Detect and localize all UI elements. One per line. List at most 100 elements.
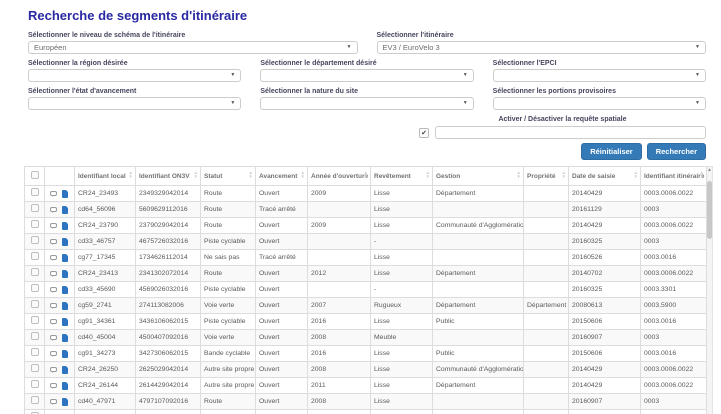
row-checkbox[interactable] bbox=[30, 332, 39, 340]
table-cell: 4675726032016 bbox=[135, 233, 201, 250]
table-cell: cd33_45690 bbox=[74, 281, 136, 298]
row-checkbox[interactable] bbox=[30, 236, 39, 244]
column-header[interactable]: Date de saisie ▲ ▼ bbox=[568, 166, 641, 186]
spatial-query-checkbox[interactable]: ✔ bbox=[419, 127, 429, 138]
file-icon[interactable] bbox=[62, 381, 68, 390]
comment-icon[interactable] bbox=[50, 335, 57, 341]
filter-nature-site-select[interactable]: ▼ bbox=[260, 97, 474, 110]
form-actions: Réinitialiser Rechercher bbox=[24, 143, 706, 160]
table-cell: Travaux en cours bbox=[255, 409, 308, 414]
filter-row-2: Sélectionner la région désirée ▼ Sélecti… bbox=[28, 60, 706, 82]
row-checkbox[interactable] bbox=[30, 284, 39, 292]
table-cell: Piste cyclable bbox=[200, 281, 256, 298]
row-checkbox[interactable] bbox=[30, 396, 39, 404]
row-checkbox[interactable] bbox=[30, 364, 39, 372]
table-cell: cg91_34361 bbox=[74, 313, 136, 330]
filter-region-select[interactable]: ▼ bbox=[28, 69, 242, 82]
sort-icon[interactable]: ▲ ▼ bbox=[699, 170, 704, 179]
column-header[interactable]: Identifiant ON3V ▲ ▼ bbox=[135, 166, 201, 186]
comment-icon[interactable] bbox=[50, 207, 57, 213]
file-icon[interactable] bbox=[62, 237, 68, 246]
sort-icon[interactable]: ▲ ▼ bbox=[561, 170, 566, 179]
table-cell: 1734626112014 bbox=[135, 249, 201, 266]
sort-icon[interactable]: ▲ ▼ bbox=[193, 170, 198, 179]
sort-icon[interactable]: ▲ ▼ bbox=[300, 170, 305, 179]
file-icon[interactable] bbox=[62, 285, 68, 294]
filter-epci-select[interactable]: ▼ bbox=[492, 69, 706, 82]
vertical-scrollbar[interactable]: ▲ ▼ bbox=[707, 166, 713, 414]
column-header[interactable]: Revêtement ▲ ▼ bbox=[370, 166, 433, 186]
filter-departement-select[interactable]: ▼ bbox=[260, 69, 474, 82]
column-header[interactable]: Identifiant itinéraire ▲ ▼ bbox=[640, 166, 707, 186]
file-icon[interactable] bbox=[62, 189, 68, 198]
scroll-up-icon[interactable]: ▲ bbox=[707, 167, 712, 173]
comment-icon[interactable] bbox=[50, 367, 57, 373]
row-checkbox[interactable] bbox=[30, 268, 39, 276]
column-header[interactable]: Identifiant local ▲ ▼ bbox=[74, 166, 136, 186]
file-icon[interactable] bbox=[62, 365, 68, 374]
chevron-down-icon: ▼ bbox=[230, 72, 236, 78]
column-header[interactable]: Propriété ▲ ▼ bbox=[523, 166, 569, 186]
comment-icon[interactable] bbox=[50, 303, 57, 309]
sort-icon[interactable]: ▲ ▼ bbox=[425, 170, 430, 179]
column-header[interactable]: Gestion ▲ ▼ bbox=[432, 166, 524, 186]
table-cell: Lisse bbox=[370, 185, 433, 202]
sort-icon[interactable]: ▲ ▼ bbox=[516, 170, 521, 179]
table-cell: 20140429 bbox=[568, 361, 641, 378]
comment-icon[interactable] bbox=[50, 191, 57, 197]
row-checkbox[interactable] bbox=[30, 220, 39, 228]
chevron-down-icon: ▼ bbox=[695, 72, 700, 78]
row-checkbox[interactable] bbox=[30, 316, 39, 324]
table-row: cg91_34361 3436106062015 Piste cyclable Ouv… bbox=[24, 313, 707, 330]
comment-icon[interactable] bbox=[50, 255, 57, 261]
column-header[interactable]: Statut ▲ ▼ bbox=[200, 166, 256, 186]
filter-portions-provisoires-select[interactable]: ▼ bbox=[492, 97, 706, 110]
comment-icon[interactable] bbox=[50, 399, 57, 405]
table-cell: 3436106062015 bbox=[135, 313, 201, 330]
file-icon[interactable] bbox=[62, 253, 68, 262]
comment-icon[interactable] bbox=[50, 319, 57, 325]
column-header[interactable]: Année d'ouverture ▲ ▼ bbox=[307, 166, 371, 186]
sort-icon[interactable]: ▲ ▼ bbox=[363, 170, 368, 179]
scrollbar-thumb[interactable] bbox=[707, 181, 712, 239]
reset-button[interactable]: Réinitialiser bbox=[581, 143, 642, 160]
file-icon[interactable] bbox=[62, 301, 68, 310]
row-checkbox[interactable] bbox=[30, 188, 39, 196]
file-icon[interactable] bbox=[62, 221, 68, 230]
table-cell: 2008 bbox=[307, 361, 371, 378]
row-checkbox[interactable] bbox=[30, 412, 39, 414]
filter-niveau-schema-select[interactable]: Européen ▼ bbox=[28, 41, 358, 54]
filter-etat-avancement-select[interactable]: ▼ bbox=[28, 97, 242, 110]
file-icon[interactable] bbox=[62, 205, 68, 214]
table-cell: Lisse bbox=[370, 377, 433, 394]
row-checkbox[interactable] bbox=[30, 252, 39, 260]
sort-icon[interactable]: ▲ ▼ bbox=[633, 170, 638, 179]
select-all-checkbox[interactable] bbox=[30, 171, 39, 179]
table-cell: 20140429 bbox=[568, 185, 641, 202]
table-cell bbox=[523, 281, 569, 298]
row-checkbox[interactable] bbox=[30, 348, 39, 356]
comment-icon[interactable] bbox=[50, 351, 57, 357]
comment-icon[interactable] bbox=[50, 239, 57, 245]
row-checkbox[interactable] bbox=[30, 300, 39, 308]
sort-icon[interactable]: ▲ ▼ bbox=[248, 170, 253, 179]
file-icon[interactable] bbox=[62, 269, 68, 278]
table-cell: Ne sais pas bbox=[200, 249, 256, 266]
comment-icon[interactable] bbox=[50, 271, 57, 277]
row-checkbox[interactable] bbox=[30, 380, 39, 388]
select-value: EV3 / EuroVelo 3 bbox=[382, 43, 440, 52]
comment-icon[interactable] bbox=[50, 383, 57, 389]
file-icon[interactable] bbox=[62, 349, 68, 358]
filter-itineraire-select[interactable]: EV3 / EuroVelo 3 ▼ bbox=[376, 41, 706, 54]
filter-field-nature-site: Sélectionner la nature du site ▼ bbox=[260, 88, 474, 110]
sort-icon[interactable]: ▲ ▼ bbox=[128, 170, 133, 179]
spatial-query-input[interactable] bbox=[435, 126, 706, 139]
file-icon[interactable] bbox=[62, 333, 68, 342]
row-checkbox[interactable] bbox=[30, 204, 39, 212]
file-icon[interactable] bbox=[62, 317, 68, 326]
comment-icon[interactable] bbox=[50, 223, 57, 229]
file-icon[interactable] bbox=[62, 397, 68, 406]
comment-icon[interactable] bbox=[50, 287, 57, 293]
search-button[interactable]: Rechercher bbox=[646, 143, 706, 160]
column-header[interactable]: Avancement ▲ ▼ bbox=[255, 166, 308, 186]
